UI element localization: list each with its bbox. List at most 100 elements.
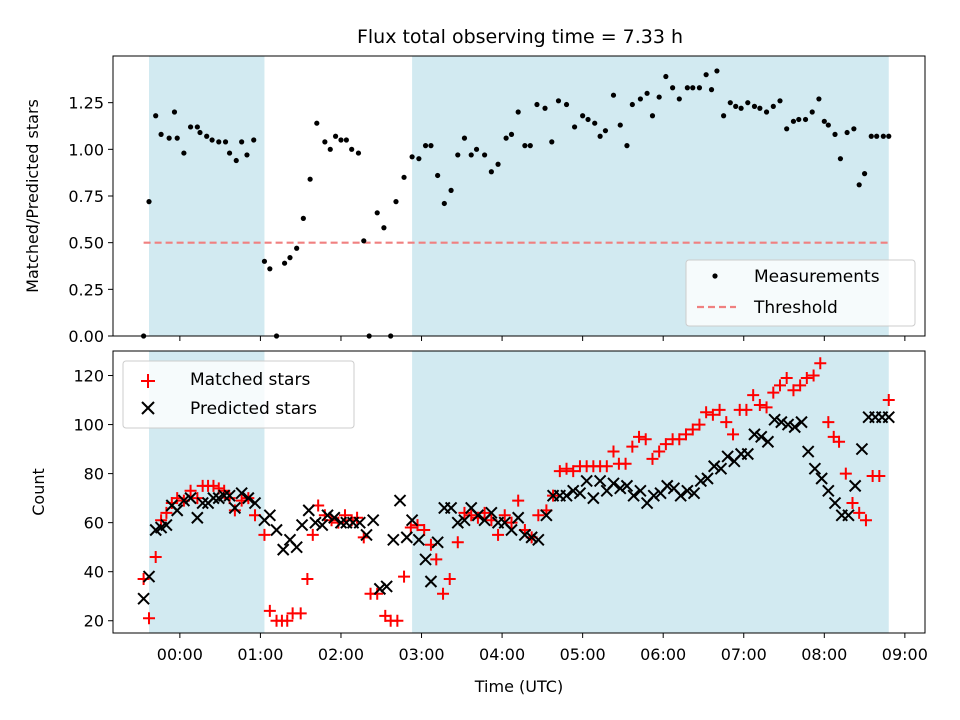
matched-point: [787, 384, 800, 397]
measurement-point: [696, 85, 703, 91]
matched-point: [646, 452, 659, 465]
measurement-point: [821, 118, 827, 124]
measurement-point: [656, 94, 662, 100]
top-legend-box: [685, 259, 916, 327]
measurement-point: [549, 139, 555, 145]
predicted-point: [315, 518, 329, 532]
measurement-point: [393, 199, 399, 205]
matched-point: [720, 416, 733, 429]
bottom-ytick-label: 60: [84, 514, 104, 533]
measurement-point: [684, 85, 690, 91]
measurement-point: [435, 172, 441, 179]
bottom-ytick-label: 20: [84, 612, 104, 631]
bottom-xtick-label: 08:00: [801, 645, 847, 664]
measurement-point: [796, 116, 802, 123]
predicted-point: [505, 523, 518, 537]
measurement-point: [832, 131, 838, 137]
measurement-point: [790, 118, 797, 124]
measurement-point: [751, 103, 758, 109]
measurement-point: [880, 133, 886, 139]
measurement-point: [322, 139, 328, 145]
matched-point: [626, 440, 639, 453]
measurement-point: [690, 85, 696, 91]
predicted-point: [532, 533, 545, 547]
predicted-point: [681, 484, 694, 497]
measurement-point: [416, 156, 422, 162]
measurement-point: [663, 73, 669, 80]
bottom-legend-box: [122, 360, 355, 429]
measurement-point: [422, 143, 429, 149]
bottom-xlabel: Time (UTC): [474, 677, 563, 696]
measurement-point: [146, 199, 152, 205]
measurement-point: [488, 169, 494, 175]
predicted-point: [196, 496, 209, 510]
measurement-point: [495, 161, 501, 167]
bottom-ytick-label: 80: [84, 465, 104, 484]
legend-matched-label: Matched stars: [190, 370, 310, 390]
matched-point: [633, 430, 646, 443]
measurement-point: [733, 103, 739, 109]
predicted-point: [248, 496, 262, 510]
bottom-xtick-label: 01:00: [237, 645, 283, 664]
predicted-point: [431, 536, 444, 549]
predicted-point: [714, 462, 728, 475]
predicted-point: [775, 415, 788, 429]
legend-predicted-label: Predicted stars: [190, 399, 317, 419]
predicted-point: [458, 513, 471, 527]
matched-point: [679, 428, 692, 441]
matched-point: [418, 524, 431, 537]
matched-point: [873, 470, 886, 483]
measurement-point: [361, 238, 367, 244]
bottom-xtick-label: 07:00: [721, 645, 767, 664]
measurement-point: [534, 101, 540, 108]
predicted-point: [701, 472, 714, 485]
matched-point: [814, 357, 827, 370]
measurement-point: [226, 150, 233, 156]
predicted-stars-series: [137, 411, 895, 605]
matched-point: [839, 467, 852, 480]
matched-point: [294, 607, 307, 620]
matched-point: [653, 445, 666, 458]
measurement-point: [187, 124, 194, 130]
predicted-point: [647, 489, 660, 502]
matched-point: [498, 509, 511, 522]
predicted-point: [270, 523, 283, 537]
predicted-point: [207, 491, 220, 505]
matched-point: [281, 614, 294, 627]
predicted-point: [828, 496, 842, 510]
bottom-xtick-label: 02:00: [318, 645, 364, 664]
predicted-point: [882, 411, 895, 424]
top-legend: Measurements Threshold: [685, 259, 916, 327]
measurement-point: [580, 113, 586, 119]
bottom-ytick-label: 100: [73, 416, 104, 435]
measurement-point: [527, 143, 533, 149]
measurement-point: [602, 128, 609, 134]
matched-point: [532, 509, 545, 522]
bottom-xtick-label: 04:00: [479, 645, 525, 664]
matched-point: [371, 587, 384, 600]
predicted-point: [302, 504, 315, 517]
bottom-ytick-label: 120: [73, 367, 104, 386]
top-ylabel: Matched/Predicted stars: [23, 99, 42, 293]
predicted-point: [353, 516, 366, 529]
measurement-point: [158, 131, 164, 137]
measurement-point: [181, 150, 187, 156]
predicted-point: [580, 474, 593, 488]
predicted-point: [721, 450, 734, 463]
matched-point: [659, 438, 672, 451]
legend-threshold-label: Threshold: [753, 298, 838, 318]
measurement-point: [563, 101, 570, 108]
measurement-point: [763, 109, 770, 115]
predicted-point: [142, 570, 156, 583]
measurement-point: [314, 120, 320, 126]
top-x-ticks: [179, 336, 906, 341]
measurement-point: [868, 133, 874, 139]
measurement-point: [338, 137, 344, 143]
matched-point: [567, 465, 580, 478]
predicted-point: [540, 509, 553, 522]
predicted-point: [620, 479, 634, 493]
top-ytick-label: 0.00: [68, 327, 104, 346]
matched-point: [391, 614, 404, 627]
measurement-point: [703, 72, 709, 78]
measurement-point: [861, 171, 868, 177]
